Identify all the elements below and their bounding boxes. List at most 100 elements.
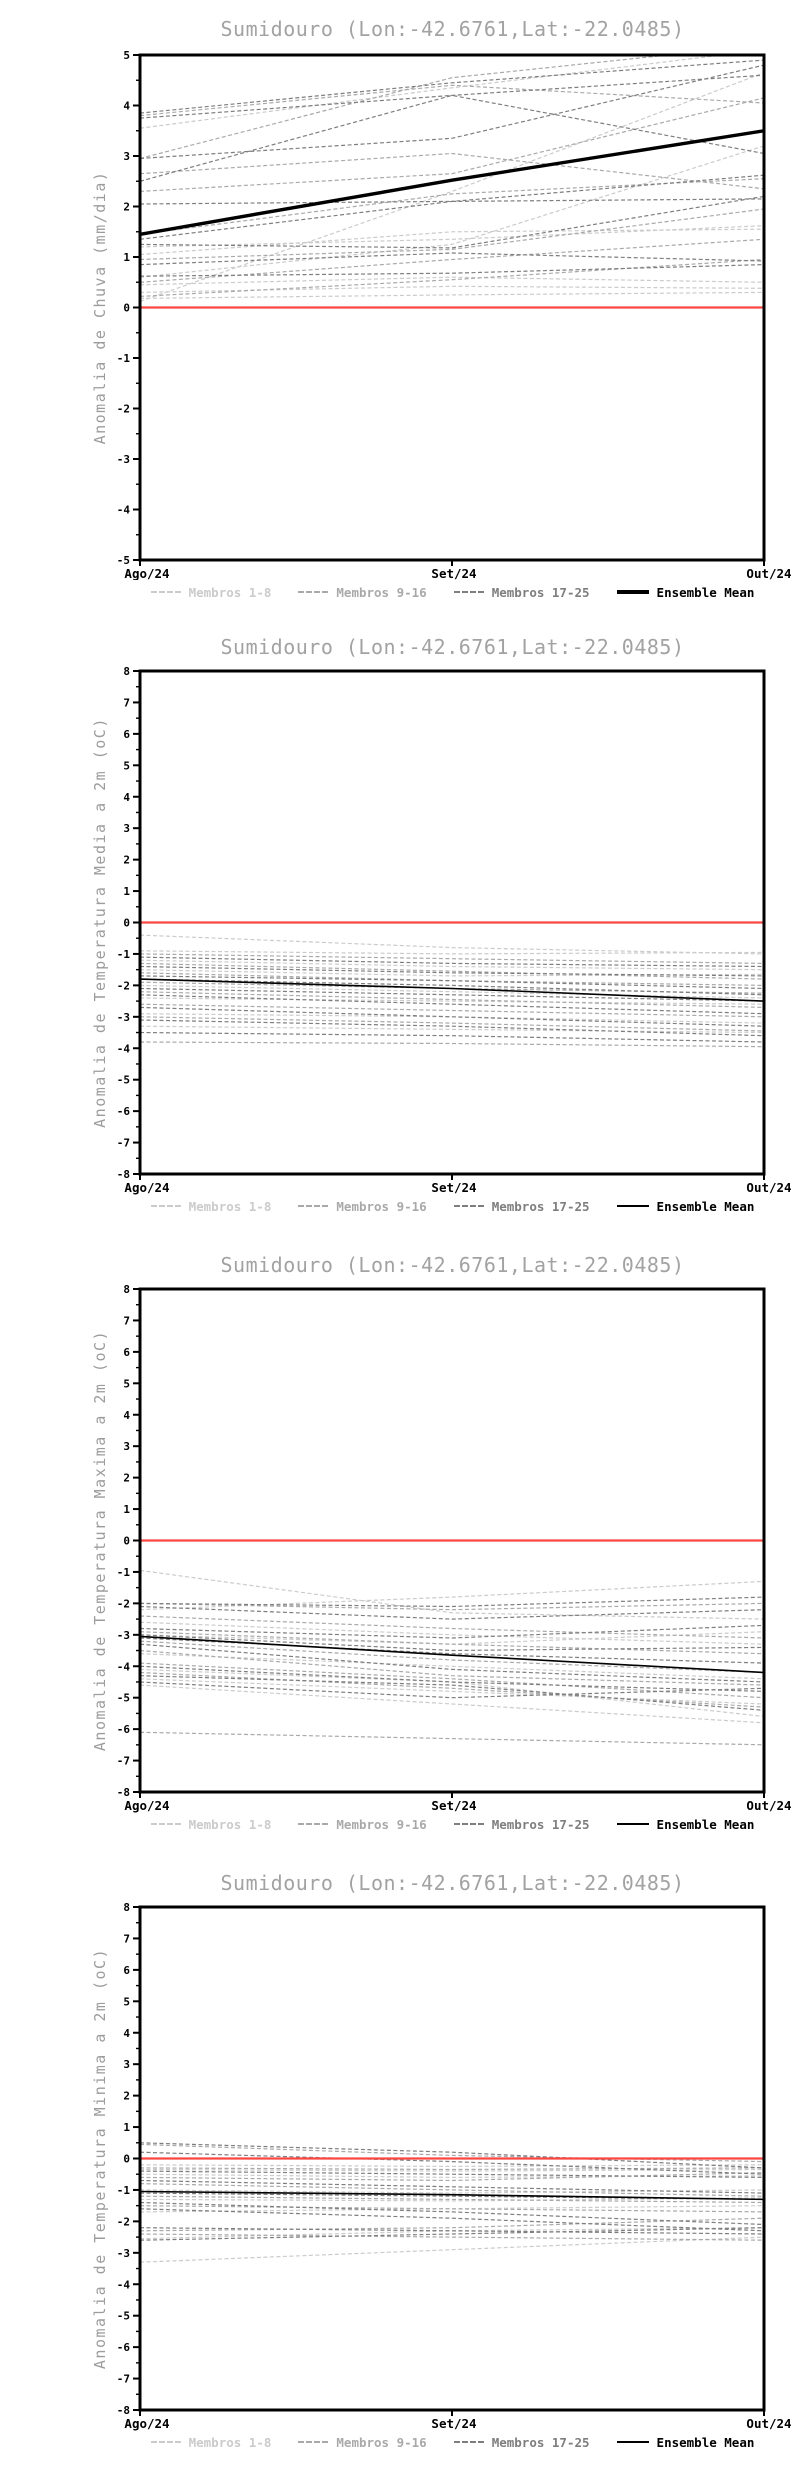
svg-text:4: 4 [123,2027,130,2040]
svg-text:-1: -1 [117,948,131,961]
dashed-line-swatch [150,2441,181,2443]
ensemble-member-lines [140,934,764,1048]
svg-text:Out/24: Out/24 [746,2416,791,2431]
svg-text:0: 0 [123,917,130,930]
plot-border [138,1905,766,2412]
solid-line-swatch [616,2441,649,2443]
chart-max-temperature-anomaly: Sumidouro (Lon:-42.6761,Lat:-22.0485) -8… [0,1236,800,1854]
ensemble-member-lines [140,1569,764,1746]
svg-text:Set/24: Set/24 [431,566,476,580]
svg-text:5: 5 [123,759,130,772]
dashed-line-swatch [298,2441,329,2443]
dashed-line-swatch [298,1205,329,1207]
svg-text:5: 5 [123,1377,130,1390]
svg-text:-5: -5 [117,1692,130,1705]
svg-text:-8: -8 [117,2404,130,2417]
svg-text:3: 3 [123,1440,130,1453]
svg-text:-7: -7 [117,1755,130,1768]
legend-item-membros-9-16: Membros 9-16 [298,1816,427,1832]
svg-text:-2: -2 [117,2215,130,2228]
svg-text:-4: -4 [117,2278,131,2291]
svg-text:6: 6 [123,1346,130,1359]
min-temperature-anomaly-plot: -8 -7 -6 -5 -4 -3 -2 -1 0 1 2 3 4 5 6 7 8 Ago/24 Set/24 Out… [91,1901,792,2431]
svg-text:7: 7 [123,1932,130,1945]
ensemble-member-lines [140,2142,764,2263]
svg-text:-5: -5 [117,554,130,567]
svg-text:8: 8 [123,665,130,678]
legend-label: Ensemble Mean [656,584,755,600]
ensemble-mean-line [140,2190,764,2201]
dashed-line-swatch [453,2441,484,2443]
chart-precipitation-anomaly: Sumidouro (Lon:-42.6761,Lat:-22.0485) -5… [0,0,800,618]
svg-text:1: 1 [123,885,130,898]
chart-title: Sumidouro (Lon:-42.6761,Lat:-22.0485) [220,1871,685,1895]
svg-text:-3: -3 [117,453,130,466]
svg-text:Out/24: Out/24 [746,1798,791,1813]
svg-text:7: 7 [123,1314,130,1327]
x-axis-ticks: Ago/24 Set/24 Out/24 [124,1174,792,1195]
dashed-line-swatch [298,591,329,593]
legend-item-membros-1-8: Membros 1-8 [150,1817,271,1832]
legend-item-membros-1-8: Membros 1-8 [150,1198,272,1214]
x-axis-ticks: Ago/24 Set/24 Out/24 [124,2410,792,2431]
svg-text:Ago/24: Ago/24 [124,2416,169,2431]
svg-text:-2: -2 [117,979,130,992]
legend-label: Membros 9-16 [336,584,427,600]
y-axis-label: Anomalia de Temperatura Minima a 2m (oC) [91,1948,109,2369]
chart-min-temperature-anomaly: Sumidouro (Lon:-42.6761,Lat:-22.0485) -8… [0,1854,800,2472]
svg-text:Ago/24: Ago/24 [124,566,169,580]
svg-text:-7: -7 [117,2373,130,2386]
svg-text:1: 1 [123,251,130,264]
svg-text:6: 6 [123,728,130,741]
y-axis-ticks: -8 -7 -6 -5 -4 -3 -2 -1 0 1 2 3 4 5 6 7 8 [117,665,140,1181]
max-temperature-anomaly-plot: -8 -7 -6 -5 -4 -3 -2 -1 0 1 2 3 4 5 6 7 8 Ago/24 Set/24 Out… [91,1283,792,1813]
legend-item-membros-9-16: Membros 9-16 [298,584,427,600]
legend-label: Membros 9-16 [336,2434,427,2450]
svg-text:Set/24: Set/24 [431,1180,476,1195]
y-axis-label: Anomalia de Temperatura Maxima a 2m (oC) [91,1330,109,1751]
ensemble-mean-line [140,978,764,1002]
dashed-line-swatch [150,591,181,593]
dashed-line-swatch [453,1823,484,1825]
ensemble-member-lines [140,55,764,302]
svg-text:-6: -6 [117,2341,131,2354]
svg-text:-1: -1 [117,352,131,365]
legend-label: Membros 17-25 [491,584,590,600]
svg-text:Ago/24: Ago/24 [124,1180,169,1195]
precipitation-anomaly-plot: -5 -4 -3 -2 -1 0 1 2 3 4 5 Ago/24 Set/24 Out/24 Anomal… [91,49,792,580]
legend-item-membros-9-16: Membros 9-16 [298,2434,427,2450]
chart-legend: Membros 1-8 Membros 9-16 Membros 17-25 E… [120,1816,785,1832]
svg-text:-8: -8 [117,1168,130,1181]
svg-text:-1: -1 [117,2184,131,2197]
dashed-line-swatch [150,1823,181,1825]
legend-item-membros-1-8: Membros 1-8 [150,584,272,600]
legend-label: Membros 9-16 [336,1198,427,1214]
legend-label: Membros 17-25 [491,2434,590,2450]
solid-line-swatch [616,1205,649,1207]
legend-item-membros-17-25: Membros 17-25 [453,1199,590,1214]
y-axis-ticks: -8 -7 -6 -5 -4 -3 -2 -1 0 1 2 3 4 5 6 7 8 [117,1901,140,2417]
svg-text:-1: -1 [117,1566,131,1579]
svg-text:3: 3 [123,150,130,163]
svg-text:Set/24: Set/24 [431,2416,476,2431]
svg-text:3: 3 [123,2058,130,2071]
svg-text:-8: -8 [117,1786,130,1799]
legend-label: Membros 1-8 [188,1198,272,1214]
svg-text:-4: -4 [117,1042,131,1055]
legend-label: Membros 1-8 [188,584,272,600]
legend-item-ensemble-mean: Ensemble Mean [616,2435,754,2450]
chart-legend: Membros 1-8 Membros 9-16 Membros 17-25 E… [120,2434,785,2450]
svg-text:5: 5 [123,1995,130,2008]
dashed-line-swatch [453,1205,484,1207]
legend-label: Membros 9-16 [336,1816,427,1832]
svg-text:-7: -7 [117,1137,130,1150]
svg-text:0: 0 [123,2153,130,2166]
svg-text:2: 2 [123,854,130,867]
chart-legend: Membros 1-8 Membros 9-16 Membros 17-25 E… [120,584,785,600]
dashed-line-swatch [453,591,484,593]
y-axis-label: Anomalia de Temperatura Media a 2m (oC) [91,717,109,1128]
svg-text:Out/24: Out/24 [746,1180,791,1195]
svg-text:1: 1 [123,2121,130,2134]
svg-text:-3: -3 [117,1629,130,1642]
